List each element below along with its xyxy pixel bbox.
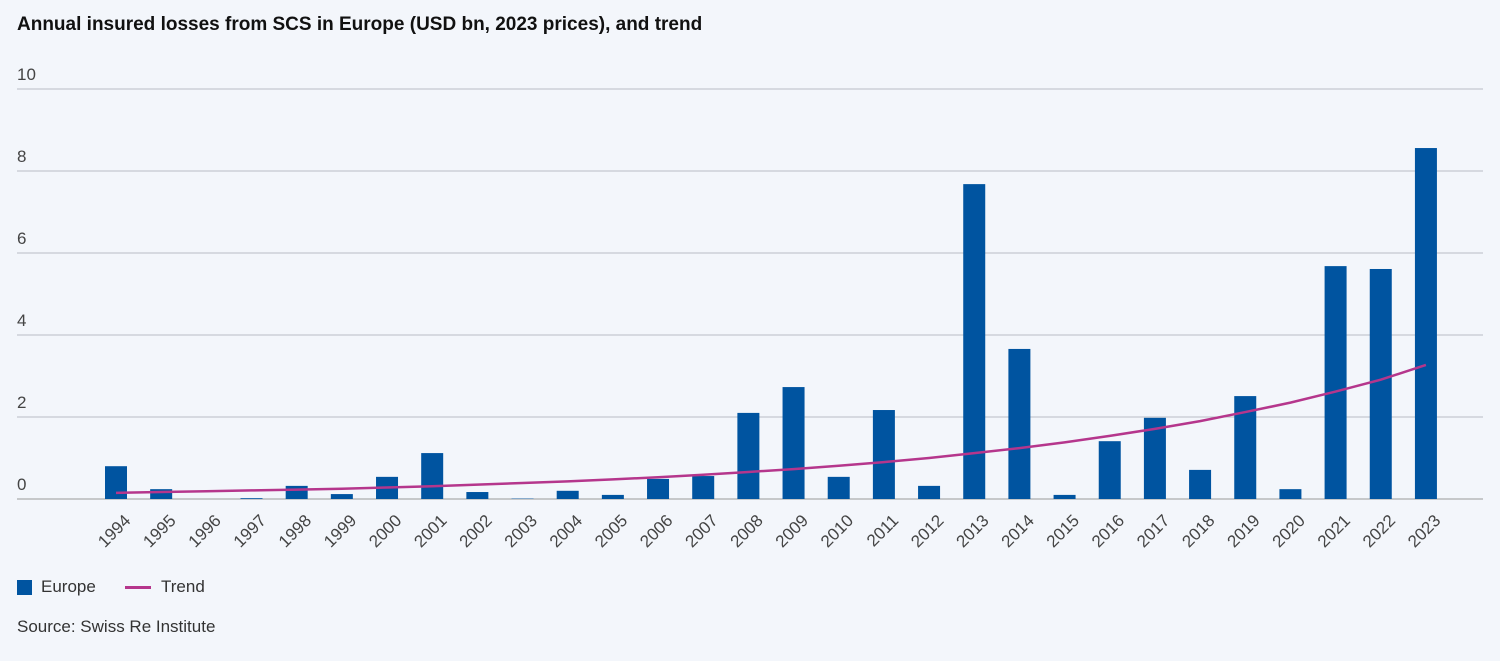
bar-2007 xyxy=(692,476,715,499)
bar-2009 xyxy=(782,387,805,499)
bar-2012 xyxy=(918,485,941,499)
x-tick-label: 2005 xyxy=(591,511,631,551)
legend-label-europe: Europe xyxy=(41,577,96,596)
x-tick-label: 2002 xyxy=(456,511,496,551)
x-tick-label: 1999 xyxy=(320,511,360,551)
y-tick-label: 0 xyxy=(17,475,26,494)
bar-2017 xyxy=(1143,417,1166,499)
y-tick-label: 2 xyxy=(17,393,26,412)
x-tick-label: 2008 xyxy=(727,511,767,551)
bar-2002 xyxy=(466,492,489,499)
legend-swatch-trend xyxy=(125,585,151,589)
x-tick-label: 2014 xyxy=(998,511,1038,551)
x-tick-label: 2019 xyxy=(1224,511,1264,551)
x-tick-label: 2006 xyxy=(636,511,676,551)
x-tick-label: 2018 xyxy=(1178,511,1218,551)
bar-2015 xyxy=(1053,494,1076,499)
y-tick-label: 6 xyxy=(17,229,26,248)
bar-2004 xyxy=(556,490,579,499)
x-tick-label: 2003 xyxy=(501,511,541,551)
x-tick-label: 2016 xyxy=(1088,511,1128,551)
x-tick-label: 2023 xyxy=(1404,511,1444,551)
bar-1998 xyxy=(285,485,308,499)
y-tick-label: 8 xyxy=(17,147,26,166)
bar-2020 xyxy=(1279,489,1302,499)
bar-2019 xyxy=(1234,396,1257,499)
x-tick-label: 1997 xyxy=(230,511,270,551)
bar-2001 xyxy=(421,453,444,499)
source-note: Source: Swiss Re Institute xyxy=(17,617,216,636)
chart-title: Annual insured losses from SCS in Europe… xyxy=(17,14,703,35)
y-tick-label: 4 xyxy=(17,311,26,330)
x-tick-label: 2010 xyxy=(817,511,857,551)
legend-item-trend: Trend xyxy=(125,577,205,597)
x-tick-label: 2020 xyxy=(1269,511,1309,551)
bar-2006 xyxy=(647,478,670,499)
legend-item-europe: Europe xyxy=(17,577,96,597)
bar-2008 xyxy=(737,412,760,499)
legend-label-trend: Trend xyxy=(161,577,205,596)
x-tick-label: 1996 xyxy=(185,511,225,551)
x-tick-label: 2012 xyxy=(907,511,947,551)
x-tick-label: 1998 xyxy=(275,511,315,551)
bar-2016 xyxy=(1098,441,1121,499)
x-tick-label: 1994 xyxy=(94,511,134,551)
x-tick-label: 2011 xyxy=(863,511,902,550)
bar-2005 xyxy=(601,494,624,499)
y-tick-label: 10 xyxy=(17,65,36,84)
bar-1995 xyxy=(150,489,173,499)
x-tick-label: 2017 xyxy=(1133,511,1173,551)
bar-2023 xyxy=(1414,148,1437,500)
trend-line xyxy=(115,363,1427,495)
bar-2021 xyxy=(1324,266,1347,499)
bar-2013 xyxy=(963,184,986,499)
x-tick-label: 2000 xyxy=(365,511,405,551)
bar-2018 xyxy=(1189,469,1212,499)
bar-1997 xyxy=(240,498,263,499)
x-tick-label: 2004 xyxy=(546,511,586,551)
x-tick-label: 2022 xyxy=(1359,511,1399,551)
x-tick-label: 2009 xyxy=(772,511,812,551)
x-tick-label: 2015 xyxy=(1043,511,1083,551)
x-tick-label: 2021 xyxy=(1314,511,1354,551)
x-tick-label: 2007 xyxy=(681,511,721,551)
bar-2014 xyxy=(1008,348,1031,499)
bar-2022 xyxy=(1369,268,1392,499)
x-tick-label: 2001 xyxy=(410,511,450,551)
bar-2010 xyxy=(827,476,850,499)
x-tick-label: 2013 xyxy=(952,511,992,551)
bar-2011 xyxy=(872,410,895,499)
bar-1994 xyxy=(105,466,127,499)
legend-swatch-europe xyxy=(17,579,32,595)
x-tick-label: 1995 xyxy=(139,511,179,551)
bar-1999 xyxy=(330,494,353,499)
